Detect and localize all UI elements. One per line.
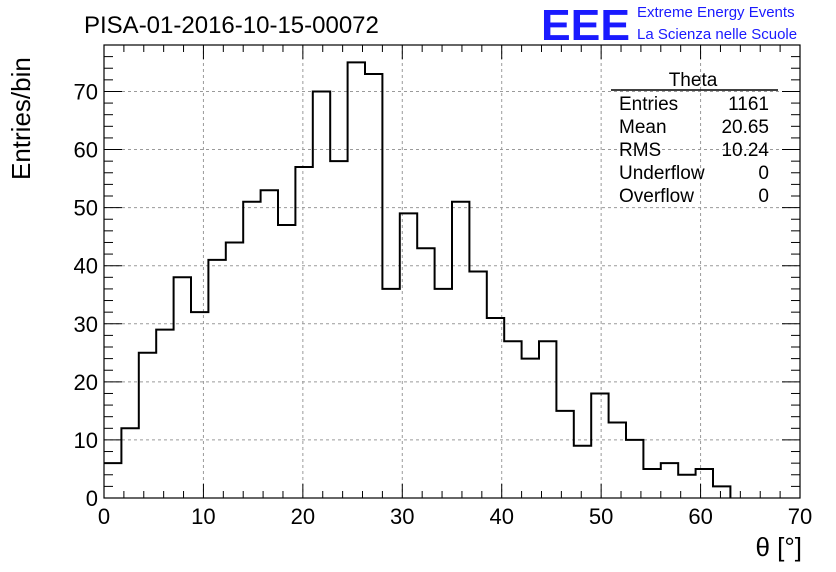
stats-label: Entries	[619, 94, 678, 115]
eee-logo: EEE Extreme Energy Events La Scienza nel…	[541, 1, 797, 50]
x-tick-label: 30	[390, 504, 414, 529]
y-tick-label: 30	[74, 312, 98, 337]
stats-value: 10.24	[721, 140, 769, 161]
y-axis-label: Entries/bin	[6, 57, 36, 180]
stats-value: 1161	[728, 94, 769, 115]
histogram-line	[104, 61, 732, 498]
stats-label: Overflow	[619, 186, 694, 207]
axis-ticks	[103, 44, 801, 499]
tick-labels: 0 10 20 30 40 50 60 70 0 10 20 30 40 50 60 70	[74, 79, 813, 529]
x-tick-label: 60	[688, 504, 712, 529]
plot-frame	[103, 44, 801, 499]
x-tick-label: 0	[98, 504, 110, 529]
x-tick-label: 40	[489, 504, 513, 529]
stats-value: 0	[758, 163, 769, 184]
x-tick-label: 20	[291, 504, 315, 529]
y-tick-label: 40	[74, 254, 98, 279]
stats-title: Theta	[669, 70, 718, 91]
y-tick-label: 20	[74, 370, 98, 395]
stats-label: Underflow	[619, 163, 705, 184]
stats-value: 20.65	[721, 117, 769, 138]
logo-letters: EEE	[541, 1, 630, 50]
stats-label: Mean	[619, 117, 667, 138]
y-tick-label: 60	[74, 138, 98, 163]
chart-title: PISA-01-2016-10-15-00072	[84, 12, 379, 39]
stats-value: 0	[758, 186, 769, 207]
x-tick-label: 10	[191, 504, 215, 529]
x-tick-label: 50	[589, 504, 613, 529]
y-tick-label: 50	[74, 196, 98, 221]
y-tick-label: 10	[74, 428, 98, 453]
y-tick-label: 70	[74, 79, 98, 104]
x-axis-label: θ [°]	[755, 532, 802, 562]
stats-label: RMS	[619, 140, 661, 161]
stats-box: Theta Entries 1161 Mean 20.65 RMS 10.24 Underf…	[611, 70, 778, 207]
logo-line2: La Scienza nelle Scuole	[637, 26, 797, 43]
logo-line1: Extreme Energy Events	[637, 4, 795, 21]
x-tick-label: 70	[788, 504, 812, 529]
y-tick-label: 0	[86, 486, 98, 511]
